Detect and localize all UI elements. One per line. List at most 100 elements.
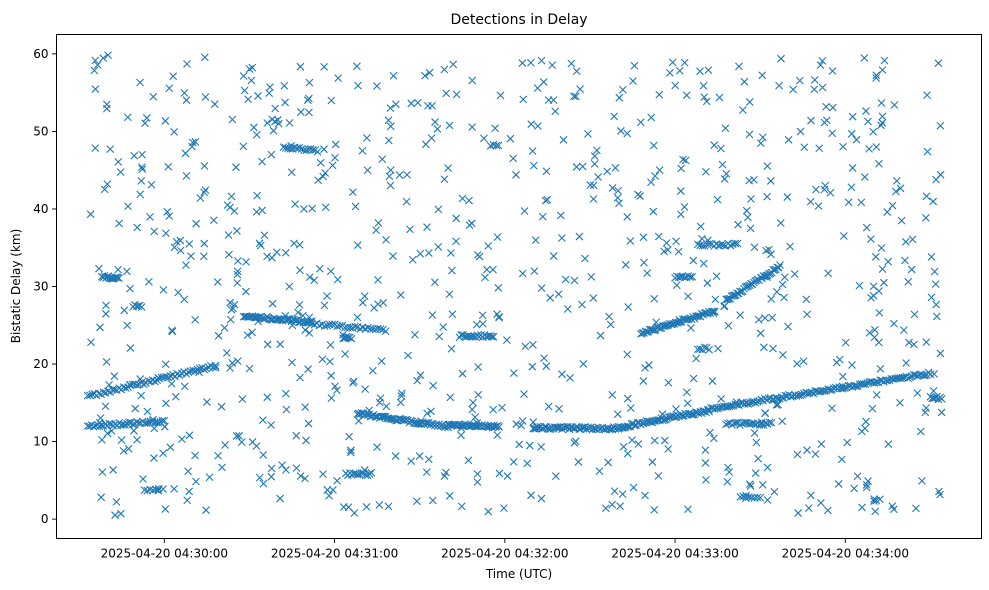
data-point-93 bbox=[374, 275, 382, 284]
data-point-107 bbox=[664, 445, 673, 453]
data-point-695 bbox=[654, 472, 663, 480]
data-point-509 bbox=[862, 107, 870, 115]
data-point-383 bbox=[546, 293, 555, 302]
data-point-756 bbox=[442, 89, 451, 98]
data-point-795 bbox=[763, 463, 772, 472]
data-point-519 bbox=[287, 168, 296, 177]
data-point-620 bbox=[439, 323, 448, 331]
data-point-456 bbox=[709, 434, 718, 443]
data-point-587 bbox=[102, 309, 110, 318]
data-point-244 bbox=[305, 78, 314, 87]
data-point-765 bbox=[226, 203, 234, 212]
data-point-841 bbox=[817, 440, 826, 448]
data-point-127 bbox=[452, 90, 461, 99]
data-point-733 bbox=[517, 421, 526, 430]
data-point-235 bbox=[872, 390, 881, 399]
data-point-522 bbox=[503, 472, 512, 480]
data-point-162 bbox=[684, 505, 692, 514]
data-point-734 bbox=[457, 502, 466, 511]
data-point-382 bbox=[608, 390, 617, 399]
data-point-750 bbox=[445, 290, 454, 299]
data-point-491 bbox=[86, 210, 95, 219]
data-point-784 bbox=[407, 457, 416, 466]
data-point-683 bbox=[117, 509, 125, 518]
data-point-102 bbox=[126, 284, 134, 293]
data-point-583 bbox=[168, 327, 177, 336]
data-point-263 bbox=[902, 359, 911, 367]
data-point-861 bbox=[131, 404, 140, 413]
x-axis-title: Time (UTC) bbox=[485, 567, 552, 581]
data-point-800 bbox=[841, 338, 850, 347]
data-point-331 bbox=[528, 147, 537, 155]
data-point-408 bbox=[252, 208, 261, 216]
data-point-758 bbox=[267, 150, 276, 159]
data-point-466 bbox=[267, 472, 276, 481]
data-point-1601 bbox=[719, 241, 728, 250]
data-point-247 bbox=[385, 172, 394, 181]
data-point-474 bbox=[746, 482, 755, 490]
x-tick-label-3: 2025-04-20 04:33:00 bbox=[611, 547, 738, 561]
data-point-989 bbox=[112, 273, 121, 282]
data-point-256 bbox=[170, 484, 179, 493]
data-point-16 bbox=[489, 405, 498, 414]
data-point-748 bbox=[280, 81, 289, 90]
data-point-1538 bbox=[709, 307, 718, 316]
data-point-361 bbox=[431, 278, 439, 287]
data-point-545 bbox=[333, 476, 341, 485]
data-point-15 bbox=[389, 71, 398, 80]
data-point-573 bbox=[696, 67, 704, 76]
data-point-371 bbox=[710, 141, 719, 150]
data-point-479 bbox=[572, 92, 580, 101]
data-point-40 bbox=[218, 463, 226, 472]
data-point-401 bbox=[890, 319, 898, 328]
data-point-152 bbox=[328, 161, 337, 170]
data-point-1615 bbox=[724, 419, 732, 428]
data-point-141 bbox=[474, 390, 483, 399]
data-point-437 bbox=[282, 405, 291, 414]
data-point-662 bbox=[756, 139, 765, 148]
data-point-581 bbox=[133, 435, 141, 444]
data-point-512 bbox=[440, 472, 449, 480]
data-point-84 bbox=[423, 223, 431, 231]
data-point-976 bbox=[158, 416, 167, 425]
data-point-368 bbox=[814, 202, 823, 210]
data-point-61 bbox=[692, 354, 701, 363]
data-point-154 bbox=[256, 241, 265, 250]
data-point-330 bbox=[804, 504, 813, 512]
data-point-25 bbox=[872, 74, 881, 82]
data-point-416 bbox=[296, 472, 305, 480]
data-point-638 bbox=[512, 420, 521, 428]
data-point-318 bbox=[159, 285, 168, 294]
data-point-86 bbox=[860, 54, 869, 62]
data-point-343 bbox=[373, 82, 381, 90]
data-point-824 bbox=[589, 181, 598, 190]
data-point-959 bbox=[125, 418, 133, 427]
data-point-122 bbox=[403, 170, 411, 179]
data-point-778 bbox=[515, 440, 524, 449]
data-point-370 bbox=[389, 252, 397, 260]
data-point-1322 bbox=[638, 418, 647, 427]
data-point-703 bbox=[650, 294, 659, 303]
data-point-270 bbox=[428, 496, 437, 505]
data-point-96 bbox=[374, 219, 383, 227]
data-point-475 bbox=[124, 202, 132, 211]
data-point-612 bbox=[754, 315, 763, 324]
data-point-551 bbox=[936, 490, 944, 499]
data-point-773 bbox=[166, 443, 175, 452]
data-point-156 bbox=[220, 323, 229, 332]
data-point-867 bbox=[326, 341, 335, 349]
data-point-1595 bbox=[705, 240, 714, 248]
data-point-11 bbox=[862, 483, 871, 492]
data-point-493 bbox=[807, 116, 815, 125]
data-point-1340 bbox=[665, 413, 673, 421]
data-point-386 bbox=[541, 196, 550, 205]
data-point-52 bbox=[192, 477, 200, 486]
data-point-465 bbox=[288, 358, 296, 367]
data-point-389 bbox=[368, 366, 377, 375]
data-point-535 bbox=[869, 127, 878, 136]
data-point-744 bbox=[578, 162, 587, 171]
data-point-881 bbox=[86, 391, 94, 400]
data-point-452 bbox=[164, 162, 173, 171]
data-point-248 bbox=[682, 91, 691, 100]
